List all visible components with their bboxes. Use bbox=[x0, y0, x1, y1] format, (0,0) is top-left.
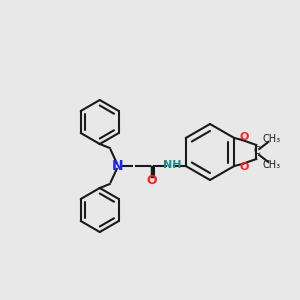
Text: CH₃: CH₃ bbox=[262, 134, 280, 144]
Text: C: C bbox=[254, 146, 261, 156]
Text: NH: NH bbox=[163, 160, 181, 170]
Text: N: N bbox=[112, 159, 124, 173]
Text: O: O bbox=[240, 162, 249, 172]
Text: O: O bbox=[146, 173, 157, 187]
Text: CH₃: CH₃ bbox=[262, 160, 280, 170]
Text: O: O bbox=[240, 132, 249, 142]
